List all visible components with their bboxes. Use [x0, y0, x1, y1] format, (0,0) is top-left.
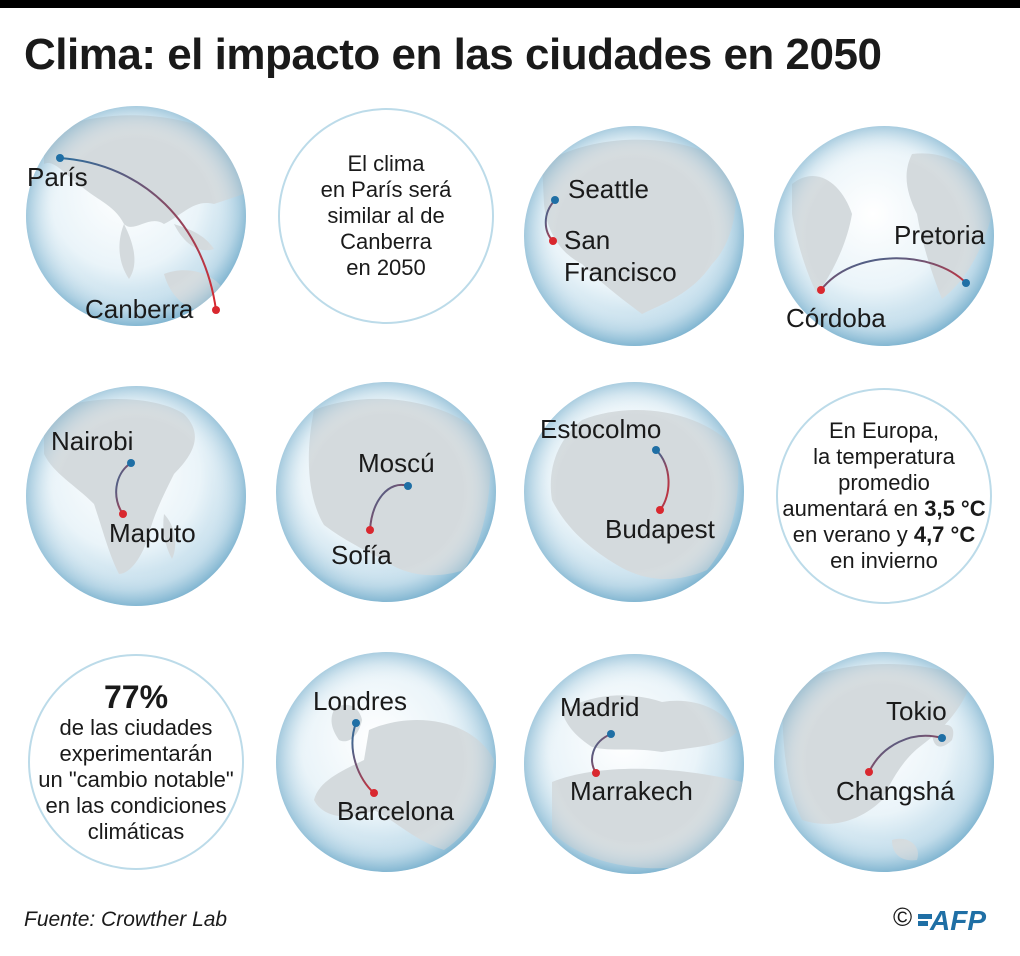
city-label-seattle: Seattle: [568, 174, 649, 204]
info-text: aumentará en: [782, 496, 925, 521]
destination-dot: [865, 768, 873, 776]
source-note: Fuente: Crowther Lab: [24, 908, 228, 931]
info-line: En Europa,: [828, 418, 940, 443]
info-line: en las condiciones: [45, 793, 227, 818]
info-line: la temperatura: [813, 444, 955, 469]
info-line: en verano y 4,7 °C: [782, 522, 985, 548]
city-label-canberra: Canberra: [85, 294, 194, 324]
origin-dot: [962, 279, 970, 287]
destination-dot: [370, 789, 378, 797]
city-label-maputo: Maputo: [109, 518, 196, 548]
globe-map: [26, 386, 246, 606]
globe-londres-barcelona: Londres Barcelona: [274, 650, 498, 874]
globe-tokio-changsha: Tokio Changshá: [772, 650, 996, 874]
winter-increase: 4,7 °C: [913, 522, 976, 547]
info-line: promedio: [838, 470, 930, 495]
city-label-barcelona: Barcelona: [337, 796, 455, 826]
city-label-londres: Londres: [313, 686, 407, 716]
city-label-san-francisco-2: Francisco: [564, 257, 677, 287]
city-label-moscu: Moscú: [358, 448, 435, 478]
destination-dot: [366, 526, 374, 534]
info-circle-paris: El clima en París será similar al de Can…: [278, 108, 494, 324]
globe-map: [524, 654, 744, 874]
destination-dot: [592, 769, 600, 777]
origin-dot: [352, 719, 360, 727]
origin-dot: [607, 730, 615, 738]
info-line: un "cambio notable": [38, 767, 234, 792]
info-line: experimentarán: [59, 741, 213, 766]
top-bar: [0, 0, 1020, 8]
afp-logo-text: AFP: [929, 905, 986, 934]
route-arc: [59, 157, 217, 311]
info-line: El clima: [347, 151, 425, 176]
globe-nairobi-maputo: Nairobi Maputo: [24, 384, 248, 608]
origin-dot: [127, 459, 135, 467]
info-line: aumentará en 3,5 °C: [782, 496, 985, 522]
city-label-sofia: Sofía: [331, 540, 392, 570]
info-line: en París será: [320, 177, 452, 202]
route-arc: [820, 257, 967, 291]
route-arc: [868, 734, 943, 773]
globe-cordoba-pretoria: Pretoria Córdoba: [772, 124, 996, 348]
afp-logo: AFP: [918, 905, 986, 934]
city-label-tokio: Tokio: [886, 696, 947, 726]
globe-map: [774, 126, 994, 346]
city-label-pretoria: Pretoria: [894, 220, 986, 250]
city-label-marrakech: Marrakech: [570, 776, 693, 806]
info-circle-europe: En Europa, la temperatura promedio aumen…: [776, 388, 992, 604]
city-label-budapest: Budapest: [605, 514, 715, 544]
globe-paris-canberra: París Canberra: [24, 104, 248, 328]
copyright-symbol: ©: [893, 902, 913, 932]
route-arc: [115, 462, 132, 515]
route-arc: [351, 722, 375, 794]
city-label-estocolmo: Estocolmo: [540, 414, 662, 444]
route-arc: [369, 483, 409, 531]
city-label-san-francisco-1: San: [564, 225, 611, 255]
globe-madrid-marrakech: Madrid Marrakech: [522, 652, 746, 876]
route-arc: [655, 449, 670, 511]
city-label-nairobi: Nairobi: [51, 426, 134, 456]
city-label-changsha: Changshá: [836, 776, 955, 806]
info-line: en 2050: [346, 255, 426, 280]
origin-dot: [404, 482, 412, 490]
info-line: en invierno: [830, 548, 938, 573]
destination-dot: [549, 237, 557, 245]
stat-percentage: 77%: [103, 679, 169, 715]
globe-map: [26, 106, 246, 326]
info-text: en verano y: [792, 522, 914, 547]
city-label-madrid: Madrid: [560, 692, 640, 722]
globe-map: [524, 382, 744, 602]
destination-dot: [817, 286, 825, 294]
destination-dot: [656, 506, 664, 514]
city-label-paris: París: [27, 162, 88, 192]
summer-increase: 3,5 °C: [924, 496, 986, 521]
info-line: de las ciudades: [59, 715, 213, 740]
info-line: Canberra: [340, 229, 432, 254]
globe-map: [774, 652, 994, 872]
globe-seattle-sanfrancisco: Seattle San Francisco: [522, 124, 746, 348]
globe-moscu-sofia: Moscú Sofía: [274, 380, 498, 604]
globe-map: [276, 382, 496, 602]
globe-map: [276, 652, 496, 872]
origin-dot: [551, 196, 559, 204]
globe-estocolmo-budapest: Estocolmo Budapest: [522, 380, 746, 604]
page-title: Clima: el impacto en las ciudades en 205…: [24, 30, 882, 79]
info-circle-stat: 77% de las ciudades experimentarán un "c…: [28, 654, 244, 870]
origin-dot: [938, 734, 946, 742]
globe-map: [524, 126, 744, 346]
info-line: climáticas: [87, 819, 185, 844]
city-label-cordoba: Córdoba: [786, 303, 886, 333]
destination-dot: [212, 306, 220, 314]
destination-dot: [119, 510, 127, 518]
origin-dot: [652, 446, 660, 454]
origin-dot: [56, 154, 64, 162]
info-line: similar al de: [327, 203, 445, 228]
